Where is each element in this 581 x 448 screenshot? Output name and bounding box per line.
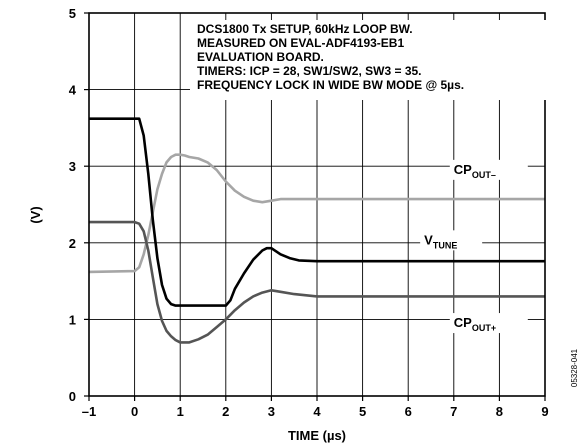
- x-axis-label: TIME (µs): [288, 428, 346, 443]
- annotation-line: TIMERS: ICP = 28, SW1/SW2, SW3 = 35.: [197, 64, 422, 78]
- series-label-1: VTUNE: [424, 232, 457, 250]
- series-label-bg: [449, 313, 528, 334]
- x-tick-label: 5: [359, 404, 366, 419]
- y-tick-label: 2: [69, 236, 76, 251]
- series-label-bg: [420, 230, 483, 251]
- annotation-box: DCS1800 Tx SETUP, 60kHz LOOP BW. MEASURE…: [190, 20, 558, 100]
- series-label-bg: [449, 159, 528, 180]
- y-tick-label: 0: [69, 389, 76, 404]
- annotation-line: DCS1800 Tx SETUP, 60kHz LOOP BW.: [197, 22, 413, 36]
- series-line-2: [89, 220, 545, 344]
- x-tick-label: 3: [268, 404, 275, 419]
- y-tick-label: 1: [69, 312, 76, 327]
- x-tick-label: –1: [82, 404, 96, 419]
- figure-id: 05328-041: [570, 348, 579, 387]
- series-label-2: CPOUT+: [454, 315, 496, 333]
- y-axis-label: (V): [28, 206, 43, 223]
- x-tick-label: 7: [450, 404, 457, 419]
- y-tick-label: 3: [69, 159, 76, 174]
- series-label-0: CPOUT–: [454, 162, 496, 180]
- series-line-1: [89, 117, 545, 307]
- annotation-line: FREQUENCY LOCK IN WIDE BW MODE @ 5µs.: [197, 78, 464, 92]
- x-tick-label: 9: [541, 404, 548, 419]
- x-tick-label: 0: [131, 404, 138, 419]
- x-tick-label: 4: [313, 404, 321, 419]
- annotation-line: MEASURED ON EVAL-ADF4193-EB1: [197, 36, 404, 50]
- x-tick-label: 2: [222, 404, 229, 419]
- y-tick-label: 4: [69, 83, 77, 98]
- x-tick-label: 6: [405, 404, 412, 419]
- annotation-line: EVALUATION BOARD.: [197, 50, 324, 64]
- y-tick-label: 5: [69, 6, 76, 21]
- x-tick-label: 1: [177, 404, 184, 419]
- x-tick-label: 8: [496, 404, 503, 419]
